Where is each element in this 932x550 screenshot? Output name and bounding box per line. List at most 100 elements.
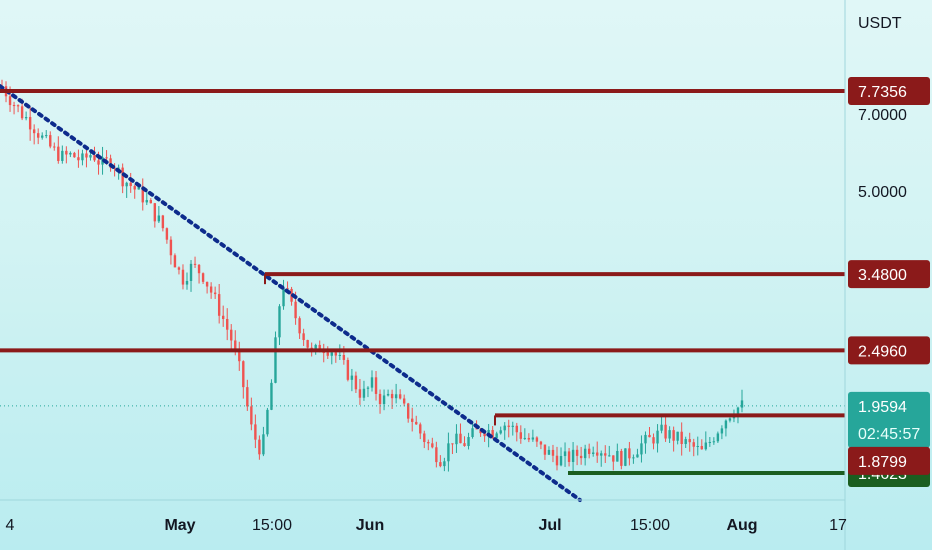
candle-body (338, 354, 342, 356)
candle-body (704, 442, 708, 450)
candle-body (547, 449, 551, 455)
candle-body (708, 441, 712, 443)
candle-body (326, 352, 329, 356)
candle-body (423, 433, 426, 443)
candle-body (680, 431, 683, 445)
candle-body (246, 387, 249, 407)
candle-body (193, 263, 197, 265)
candle-body (740, 400, 744, 408)
price-label-value: 1.9594 (858, 399, 907, 416)
candle-body (61, 150, 64, 161)
candle-body (620, 450, 623, 466)
candle-body (185, 280, 189, 285)
candle-body (543, 444, 547, 455)
candle-body (374, 377, 378, 394)
candle-body (346, 359, 350, 380)
candle-body (258, 439, 261, 455)
candle-body (282, 288, 285, 307)
time-tick-label: Jun (356, 517, 384, 534)
candle-body (503, 425, 506, 431)
candle-body (330, 352, 333, 356)
bar-countdown: 02:45:57 (858, 426, 920, 443)
candle-body (342, 354, 346, 360)
candle-body (262, 434, 265, 455)
candle-body (197, 264, 201, 274)
candle-body (250, 406, 253, 425)
candle-body (254, 424, 257, 440)
candle-body (463, 443, 466, 447)
candle-body (591, 452, 595, 454)
candle-body (459, 433, 462, 444)
candle-body (378, 393, 382, 405)
candle-body (419, 424, 422, 434)
candle-body (153, 203, 157, 222)
candle-body (612, 455, 615, 462)
candle-body (386, 393, 390, 396)
candle-body (298, 318, 301, 334)
candle-body (69, 152, 72, 155)
time-tick-label: May (164, 517, 195, 534)
candle-body (443, 461, 446, 467)
candle-body (415, 421, 418, 425)
price-label-box (848, 391, 930, 448)
candles-layer (0, 79, 744, 473)
candle-body (559, 456, 563, 466)
candle-body (157, 215, 161, 222)
candle-body (137, 186, 140, 190)
candle-body (431, 443, 434, 448)
candle-body (596, 452, 599, 456)
candle-body (89, 155, 92, 158)
candle-body (616, 450, 619, 462)
candle-body (728, 418, 732, 421)
candle-body (221, 315, 225, 319)
trendline-layer (0, 84, 582, 502)
candle-body (600, 453, 603, 456)
candle-body (604, 453, 607, 456)
candle-body (278, 306, 281, 338)
price-label-value: 2.4960 (858, 343, 907, 360)
candle-body (53, 146, 56, 148)
candle-body (688, 439, 691, 443)
candle-body (636, 454, 639, 458)
candle-body (692, 442, 695, 447)
candle-body (382, 395, 386, 405)
candle-body (149, 200, 153, 204)
candle-body (672, 430, 675, 441)
candle-body (145, 200, 148, 203)
candle-body (632, 457, 635, 459)
candle-body (439, 462, 442, 467)
candle-body (640, 443, 643, 455)
candle-body (427, 442, 430, 444)
candle-body (652, 437, 655, 444)
candle-body (447, 443, 450, 462)
candle-body (583, 448, 587, 459)
price-axis: 7.0000 5.0000 (858, 107, 907, 201)
candle-body (628, 448, 631, 459)
candle-body (177, 267, 181, 270)
time-tick-label: Aug (726, 517, 757, 534)
time-tick-label: 4 (6, 517, 15, 534)
candle-body (555, 455, 559, 466)
candle-body (491, 429, 494, 438)
candle-body (274, 337, 277, 383)
candle-body (579, 455, 583, 459)
candle-body (451, 443, 454, 445)
price-label-value: 7.7356 (858, 84, 907, 101)
candle-body (314, 344, 317, 351)
candle-body (129, 182, 132, 187)
candle-body (411, 418, 414, 422)
quote-currency-label: USDT (858, 15, 902, 32)
candle-body (334, 352, 338, 356)
candle-body (189, 263, 193, 281)
candle-body (8, 96, 12, 106)
levels-layer (0, 88, 845, 476)
time-tick-label: 15:00 (252, 517, 292, 534)
candle-body (28, 117, 32, 130)
candle-body (41, 135, 44, 138)
candle-body (712, 441, 716, 443)
candle-body (141, 186, 144, 203)
candle-body (575, 449, 579, 456)
candle-body (85, 153, 88, 158)
